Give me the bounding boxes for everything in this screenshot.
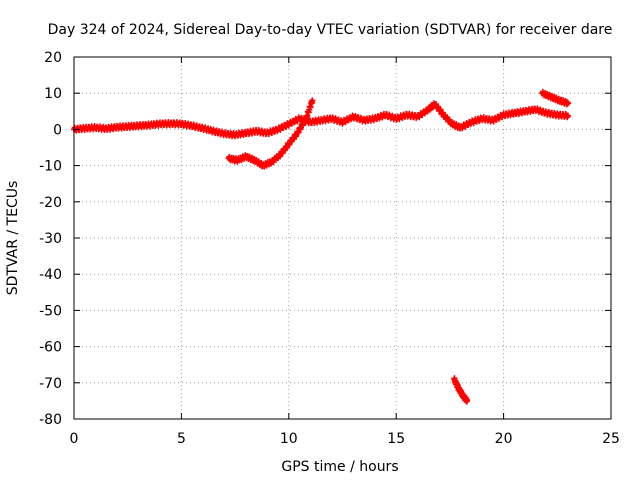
chart-title: Day 324 of 2024, Sidereal Day-to-day VTE…: [48, 22, 613, 38]
y-axis-label: SDTVAR / TECUs: [5, 181, 21, 296]
x-tick-label: 0: [70, 431, 79, 447]
y-tick-label: 10: [44, 86, 62, 102]
data-point: [565, 100, 572, 107]
y-tick-label: -20: [39, 195, 62, 211]
y-tick-label: -50: [39, 303, 62, 319]
y-tick-label: -80: [39, 412, 62, 428]
x-tick-label: 10: [280, 431, 298, 447]
y-tick-label: -70: [39, 376, 62, 392]
y-tick-label: -40: [39, 267, 62, 283]
y-tick-label: 20: [44, 50, 62, 66]
data-point: [565, 112, 572, 119]
x-axis-label: GPS time / hours: [281, 459, 398, 475]
x-tick-label: 5: [177, 431, 186, 447]
y-tick-label: -10: [39, 159, 62, 175]
y-tick-label: -30: [39, 231, 62, 247]
data-point: [464, 397, 471, 404]
y-tick-label: 0: [53, 122, 62, 138]
y-tick-label: -60: [39, 340, 62, 356]
axis-ticks: 0 5 10 15 20 25 -80 -70 -60 -50 -40 -30 -20 -10 0 10 20: [39, 50, 620, 447]
x-tick-label: 25: [602, 431, 620, 447]
data-points: [71, 88, 572, 405]
x-tick-label: 20: [495, 431, 513, 447]
x-tick-label: 15: [387, 431, 405, 447]
data-point: [309, 97, 316, 104]
